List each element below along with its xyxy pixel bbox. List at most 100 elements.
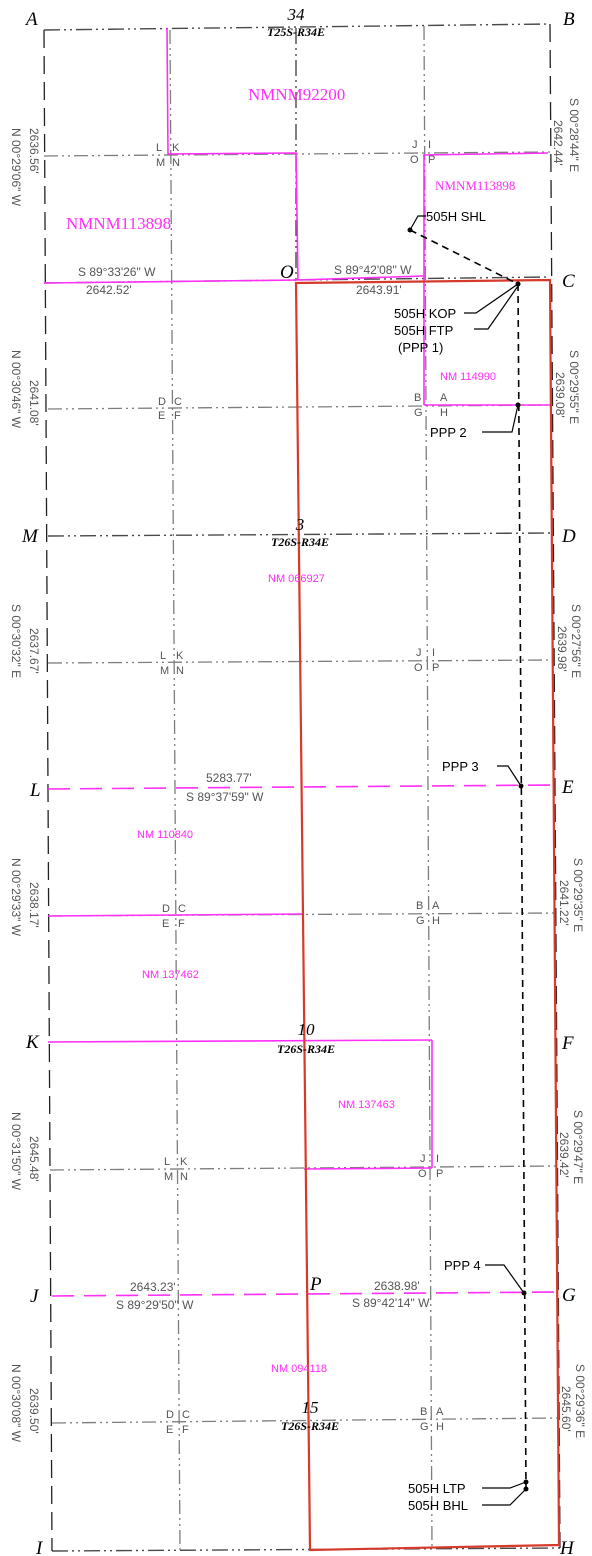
svg-text:K: K <box>172 142 180 154</box>
svg-text:I: I <box>432 647 435 659</box>
svg-text:F: F <box>182 1424 189 1436</box>
bearing-label: S 00°28'44" E <box>567 98 581 172</box>
svg-text:O: O <box>414 662 423 674</box>
bearing-label: S 89°29'50" W <box>116 1298 194 1312</box>
svg-text:N: N <box>180 1171 188 1183</box>
svg-text:A: A <box>432 900 440 912</box>
corner-j: J <box>30 1286 40 1307</box>
bearing-label: S 89°42'08" W <box>334 263 412 277</box>
svg-text:D: D <box>158 396 166 408</box>
svg-text:J: J <box>420 1153 426 1165</box>
bearing-label: S 00°29'36" E <box>573 1364 587 1438</box>
lease-label: NM 066927 <box>268 573 325 585</box>
svg-text:L: L <box>160 650 166 662</box>
svg-text:J: J <box>416 647 422 659</box>
distance-label: 2638.98' <box>374 1279 420 1293</box>
svg-text:H: H <box>436 1421 444 1433</box>
corner-g: G <box>562 1285 576 1306</box>
distance-label: 2641.08' <box>27 380 41 426</box>
svg-text:N: N <box>176 665 184 677</box>
svg-text:H: H <box>432 915 440 927</box>
svg-text:E: E <box>162 918 169 930</box>
spacing-unit-boundary <box>294 278 561 1552</box>
lease-label: NM 137463 <box>338 1099 395 1111</box>
svg-text:M: M <box>160 665 169 677</box>
corner-i: I <box>35 1538 44 1556</box>
svg-text:P: P <box>432 662 439 674</box>
lease-label: NM 110840 <box>137 829 193 841</box>
svg-text:C: C <box>174 396 182 408</box>
corner-l: L <box>29 780 41 801</box>
svg-text:B: B <box>414 392 421 404</box>
lease-lines <box>43 27 558 1297</box>
well-callouts: 505H SHL 505H KOP 505H FTP (PPP 1) PPP 2… <box>394 209 486 1513</box>
bearing-label: S 00°29'35" E <box>571 858 585 932</box>
svg-text:E: E <box>166 1424 173 1436</box>
svg-text:N: N <box>172 157 180 169</box>
corner-d: D <box>561 526 576 547</box>
svg-text:D: D <box>162 903 170 915</box>
svg-text:M: M <box>156 157 165 169</box>
lease-label: NM 114990 <box>440 371 496 383</box>
distance-label: 2639.08' <box>553 372 567 418</box>
distance-label: 2636.56' <box>27 128 41 174</box>
svg-text:O: O <box>418 1168 427 1180</box>
lease-label: NMNM113898 <box>435 178 515 193</box>
section-number: 15 <box>302 1398 319 1417</box>
corner-m: M <box>21 526 39 547</box>
lease-label: NM 094118 <box>271 1363 327 1375</box>
svg-text:C: C <box>178 903 186 915</box>
svg-text:K: K <box>176 650 184 662</box>
svg-text:P: P <box>428 154 435 166</box>
bearing-label: S 89°42'14" W <box>352 1296 430 1310</box>
bearing-label: N 00°29'33" W <box>9 858 23 937</box>
lease-label: NMNM113898 <box>66 214 171 233</box>
corner-h: H <box>559 1538 575 1556</box>
distance-label: 2639.50' <box>27 1388 41 1434</box>
distance-label: 2639.42' <box>557 1132 571 1178</box>
distance-label: 2639.98' <box>555 626 569 672</box>
svg-text:A: A <box>440 392 448 404</box>
svg-text:M: M <box>164 1171 173 1183</box>
distance-label: 5283.77' <box>206 771 252 785</box>
svg-text:E: E <box>158 410 165 422</box>
ltp-label: 505H LTP <box>408 1481 466 1496</box>
ppp3-label: PPP 3 <box>442 759 479 774</box>
distance-label: 2643.23' <box>130 1280 176 1294</box>
bearing-label: N 00°30'46" W <box>9 350 23 429</box>
township-range: T25S-R34E <box>267 25 325 39</box>
svg-text:L: L <box>164 1156 170 1168</box>
bhl-label: 505H BHL <box>408 1498 468 1513</box>
svg-text:C: C <box>182 1409 190 1421</box>
svg-text:G: G <box>420 1421 429 1433</box>
ppp4-label: PPP 4 <box>444 1258 481 1273</box>
lease-labels: NMNM92200 NMNM113898 NMNM113898 NM 11499… <box>66 85 515 1375</box>
township-range: T26S-R34E <box>281 1419 339 1433</box>
svg-text:I: I <box>436 1153 439 1165</box>
bearing-label: N 00°31'50" W <box>9 1112 23 1191</box>
corner-b: B <box>563 9 575 30</box>
horizontal-calls: S 89°33'26" W 2642.52' S 89°42'08" W 264… <box>78 263 430 1312</box>
bearing-label: S 00°29'47" E <box>571 1110 585 1184</box>
section-number: 10 <box>298 1020 316 1039</box>
svg-text:J: J <box>412 139 418 151</box>
corner-k: K <box>25 1032 40 1053</box>
bearing-label: N 00°29'06" W <box>9 128 23 207</box>
bearing-label: S 00°29'55" E <box>567 350 581 424</box>
svg-text:P: P <box>436 1168 443 1180</box>
distance-label: 2643.91' <box>356 283 402 297</box>
svg-text:F: F <box>174 410 181 422</box>
section-number: 3 <box>295 515 305 534</box>
distance-label: 2645.60' <box>559 1386 573 1432</box>
corner-p: P <box>309 1274 322 1295</box>
section-labels: 34 T25S-R34E 3 T26S-R34E 10 T26S-R34E 15… <box>267 5 339 1433</box>
corner-f: F <box>561 1033 574 1054</box>
lease-label: NMNM92200 <box>248 85 345 104</box>
distance-label: 2641.22' <box>557 880 571 926</box>
svg-text:H: H <box>440 407 448 419</box>
bearing-label: N 00°30'08" W <box>9 1364 23 1443</box>
svg-text:O: O <box>410 154 419 166</box>
svg-text:B: B <box>416 900 423 912</box>
